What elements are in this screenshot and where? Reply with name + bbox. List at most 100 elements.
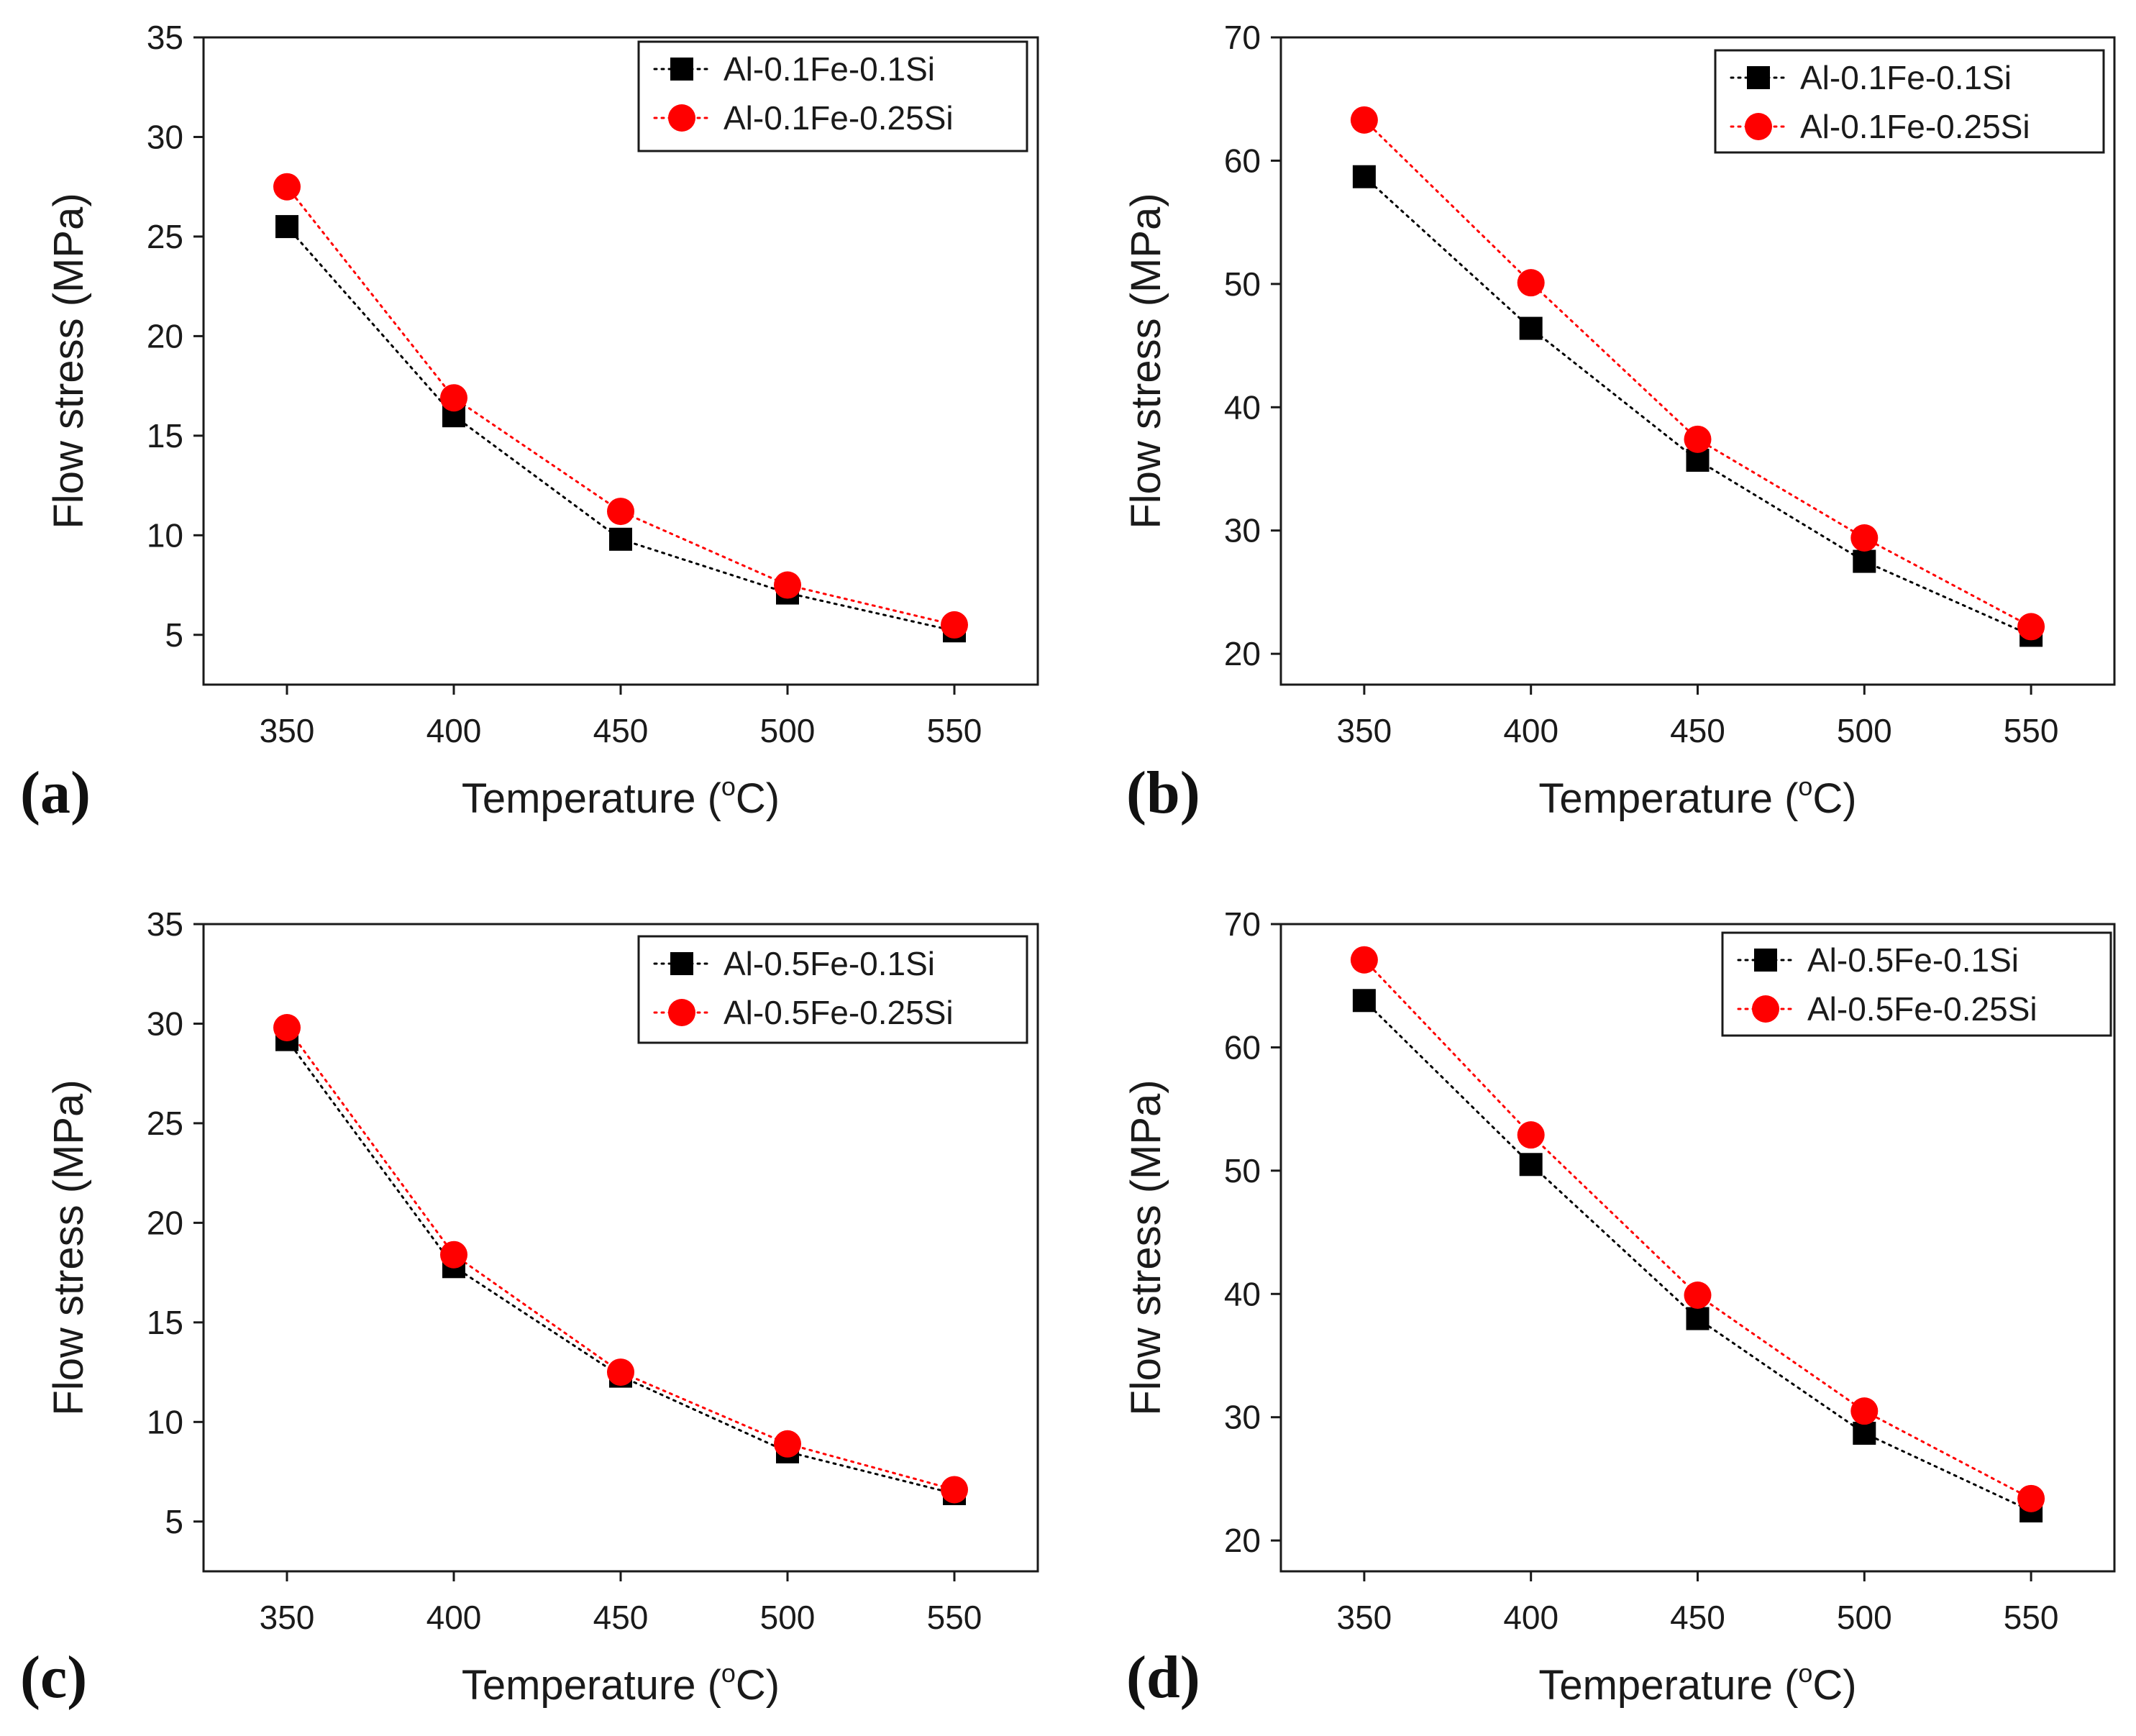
legend-marker-square xyxy=(1754,949,1777,972)
x-axis-label-text: Temperature ( xyxy=(462,775,721,822)
x-axis-label-unit: C) xyxy=(736,775,780,822)
x-axis-label-degree: o xyxy=(1798,772,1812,801)
y-axis-label: Flow stress (MPa) xyxy=(45,1079,92,1415)
data-point-circle xyxy=(774,571,801,599)
y-tick-label: 20 xyxy=(147,1204,183,1241)
panel-label: (b) xyxy=(1126,759,1200,826)
y-tick-label: 5 xyxy=(165,1503,183,1540)
series-line-1 xyxy=(1363,175,2032,636)
y-tick-label: 30 xyxy=(1224,1399,1261,1436)
legend-label: Al-0.1Fe-0.25Si xyxy=(1800,108,2030,145)
legend-marker-circle xyxy=(1745,113,1772,140)
y-tick-label: 30 xyxy=(147,118,183,155)
series-line-2 xyxy=(1363,119,2032,628)
panel-label: (d) xyxy=(1126,1644,1200,1711)
legend-marker-square xyxy=(1747,66,1770,89)
y-tick-label: 70 xyxy=(1224,905,1261,943)
y-axis-label: Flow stress (MPa) xyxy=(1123,193,1169,529)
x-axis-label-degree: o xyxy=(1798,1658,1812,1688)
x-axis-label-unit: C) xyxy=(736,1662,780,1709)
data-point-square xyxy=(275,215,298,239)
panel-label: (a) xyxy=(20,759,91,826)
x-axis-label-unit: C) xyxy=(1812,775,1856,822)
data-point-square xyxy=(1853,549,1876,573)
data-point-square xyxy=(1519,1153,1543,1177)
data-point-square xyxy=(1352,989,1376,1013)
x-tick-label: 550 xyxy=(927,712,982,749)
series-line-1 xyxy=(286,1038,956,1495)
legend-marker-square xyxy=(670,952,693,975)
y-tick-label: 70 xyxy=(1224,19,1261,56)
y-tick-label: 20 xyxy=(1224,635,1261,672)
legend: Al-0.1Fe-0.1Si Al-0.1Fe-0.25Si xyxy=(637,40,1028,152)
data-point-circle xyxy=(1517,1121,1545,1149)
x-axis-label: Temperature (oC) xyxy=(1538,1658,1856,1709)
x-tick-label: 550 xyxy=(2004,1599,2059,1636)
legend-marker-circle xyxy=(668,999,695,1026)
data-point-circle xyxy=(1684,1282,1712,1309)
data-point-circle xyxy=(273,1014,301,1041)
data-point-circle xyxy=(607,1358,634,1386)
y-axis-label: Flow stress (MPa) xyxy=(45,193,92,529)
chart-panel-b: 350 400 450 500 550 20 30 40 50 60 70 Temperature (… xyxy=(1123,19,2116,826)
y-tick-label: 50 xyxy=(1224,1152,1261,1189)
legend-label: Al-0.5Fe-0.25Si xyxy=(724,994,954,1031)
series-line-2 xyxy=(286,186,956,626)
data-point-circle xyxy=(607,498,634,526)
y-tick-label: 20 xyxy=(147,317,183,355)
data-point-square xyxy=(1853,1422,1876,1445)
x-tick-label: 350 xyxy=(1337,712,1392,749)
x-tick-label: 500 xyxy=(1837,1599,1892,1636)
y-tick-label: 40 xyxy=(1224,1275,1261,1312)
data-point-circle xyxy=(1684,425,1712,453)
legend-label: Al-0.1Fe-0.1Si xyxy=(1800,59,2012,96)
data-point-circle xyxy=(941,611,968,639)
chart-panel-a: 350 400 450 500 550 5 10 15 20 25 30 35 Temperature … xyxy=(20,19,1039,826)
legend-label: Al-0.1Fe-0.1Si xyxy=(724,50,935,88)
legend-marker-circle xyxy=(1752,995,1779,1023)
x-tick-label: 450 xyxy=(1670,712,1725,749)
y-tick-label: 60 xyxy=(1224,1028,1261,1066)
legend: Al-0.5Fe-0.1Si Al-0.5Fe-0.25Si xyxy=(637,935,1028,1044)
x-tick-label: 500 xyxy=(760,712,816,749)
legend-label: Al-0.5Fe-0.1Si xyxy=(1807,941,2019,979)
legend-label: Al-0.1Fe-0.25Si xyxy=(724,99,954,137)
x-tick-label: 350 xyxy=(260,712,315,749)
y-tick-label: 15 xyxy=(147,1304,183,1341)
x-axis-label: Temperature (oC) xyxy=(462,772,780,822)
data-point-circle xyxy=(1350,106,1378,134)
series-line-2 xyxy=(286,1026,956,1491)
series-line-2 xyxy=(1363,959,2032,1500)
x-axis-label: Temperature (oC) xyxy=(462,1658,780,1709)
data-point-circle xyxy=(941,1476,968,1504)
y-tick-label: 30 xyxy=(1224,512,1261,549)
x-tick-label: 400 xyxy=(1503,1599,1558,1636)
x-tick-label: 400 xyxy=(426,712,482,749)
y-axis-label: Flow stress (MPa) xyxy=(1123,1079,1169,1415)
y-tick-label: 35 xyxy=(147,905,183,943)
x-axis-label-degree: o xyxy=(721,1658,736,1688)
data-point-square xyxy=(1519,316,1543,340)
data-point-circle xyxy=(440,1241,467,1269)
x-tick-label: 550 xyxy=(2004,712,2059,749)
y-tick-label: 10 xyxy=(147,1403,183,1440)
legend-label: Al-0.5Fe-0.1Si xyxy=(724,945,935,982)
series-line-1 xyxy=(1363,999,2032,1512)
x-tick-label: 450 xyxy=(1670,1599,1725,1636)
x-tick-label: 500 xyxy=(760,1599,816,1636)
legend-marker-square xyxy=(670,58,693,81)
data-point-circle xyxy=(1350,946,1378,974)
y-tick-label: 50 xyxy=(1224,265,1261,303)
legend: Al-0.5Fe-0.1Si Al-0.5Fe-0.25Si xyxy=(1721,931,2112,1037)
legend-box xyxy=(637,40,1028,152)
chart-panel-d: 350 400 450 500 550 20 30 40 50 60 70 Temperature (… xyxy=(1123,905,2116,1711)
x-axis-label-degree: o xyxy=(721,772,736,801)
y-tick-label: 25 xyxy=(147,1105,183,1142)
data-point-square xyxy=(609,527,632,551)
data-point-circle xyxy=(1850,524,1879,552)
chart-panel-c: 350 400 450 500 550 5 10 15 20 25 30 35 Temperature … xyxy=(20,905,1039,1711)
legend-label: Al-0.5Fe-0.25Si xyxy=(1807,990,2037,1028)
x-axis-label-text: Temperature ( xyxy=(1538,775,1798,822)
data-point-circle xyxy=(1850,1397,1879,1425)
